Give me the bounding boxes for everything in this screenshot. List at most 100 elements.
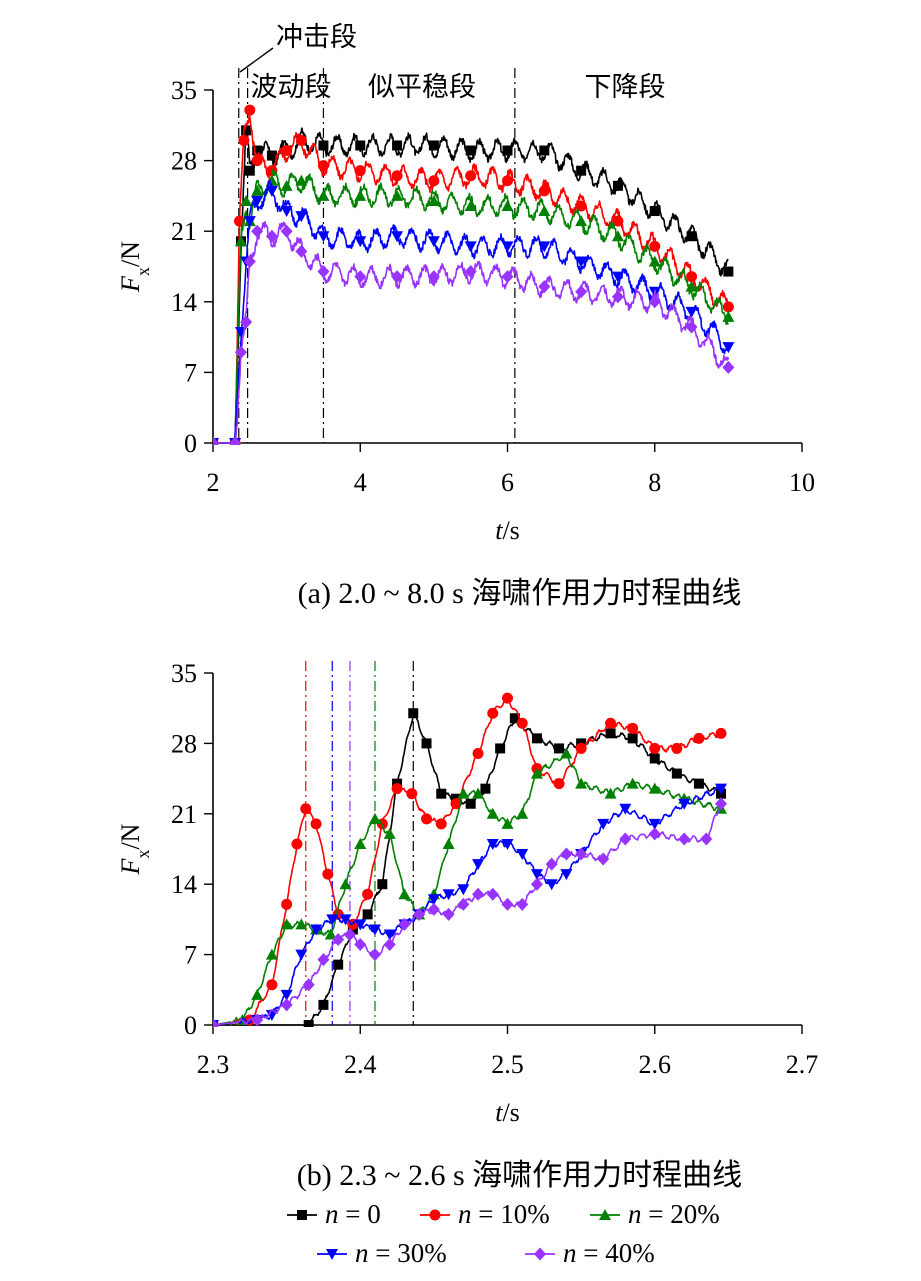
data-point-marker [575, 285, 588, 299]
legend: n = 0 n = 10% n = 20% n = 30% n = 40% [287, 1199, 720, 1268]
data-point-marker [685, 280, 698, 292]
data-point-marker [486, 807, 499, 819]
data-point-marker [368, 948, 381, 962]
legend-label: n = 10% [458, 1199, 550, 1229]
data-point-marker [436, 788, 447, 799]
data-point-marker [627, 733, 638, 744]
data-point-marker [715, 727, 727, 739]
data-point-marker [686, 271, 698, 283]
data-point-marker [648, 827, 661, 841]
data-point-marker [280, 998, 293, 1012]
data-point-marker [502, 145, 513, 156]
data-point-marker [362, 888, 374, 900]
data-point-marker [354, 189, 367, 201]
data-point-marker [251, 195, 264, 207]
data-point-marker [538, 205, 551, 217]
data-point-marker [300, 803, 312, 815]
data-point-marker [502, 175, 513, 187]
data-point-marker [530, 767, 543, 779]
data-point-marker [295, 174, 308, 186]
y-tick-label: 7 [184, 358, 197, 387]
y-axis-label: Fx/N [116, 241, 153, 293]
series-1 [213, 692, 727, 1027]
data-point-marker [465, 145, 476, 156]
data-point-marker [619, 832, 632, 846]
series-line [213, 804, 722, 1026]
chart-a: 0 7 14 21 28 35 2 4 6 8 10 t/s Fx/N (a) 2.0 ~ 8.0 s 海… [116, 22, 815, 610]
data-point-marker [280, 179, 293, 191]
data-point-marker [243, 254, 256, 268]
data-point-marker [251, 184, 264, 196]
data-point-marker [457, 884, 470, 896]
data-point-marker [457, 897, 470, 911]
data-point-marker [391, 231, 404, 243]
data-point-marker [339, 914, 352, 926]
data-point-marker [442, 889, 455, 901]
data-point-marker [317, 953, 330, 967]
data-point-marker [281, 145, 293, 157]
data-point-marker [326, 914, 339, 926]
data-point-marker [280, 224, 293, 238]
data-point-marker [421, 738, 432, 749]
y-tick-label: 21 [171, 217, 197, 246]
data-point-marker [243, 216, 256, 228]
y-tick-label: 28 [171, 147, 197, 176]
data-point-marker [693, 778, 704, 789]
data-point-marker [251, 224, 264, 238]
y-tick-label: 35 [171, 659, 197, 688]
x-axis-label: t/s [495, 516, 520, 545]
data-point-marker [722, 310, 735, 322]
data-point-marker [318, 999, 329, 1010]
x-tick-label: 2.5 [491, 1050, 524, 1079]
chart-caption: (a) 2.0 ~ 8.0 s 海啸作用力时程曲线 [298, 577, 742, 610]
data-point-marker [234, 235, 247, 247]
data-point-marker [354, 236, 367, 248]
data-point-marker [575, 847, 588, 861]
data-point-marker [391, 270, 404, 284]
data-point-marker [354, 270, 367, 284]
data-point-marker [715, 797, 728, 811]
x-tick-label: 2.7 [786, 1050, 819, 1079]
y-tick-label: 35 [171, 76, 197, 105]
data-point-marker [464, 199, 477, 211]
data-point-marker [428, 175, 440, 187]
data-point-marker [545, 857, 558, 871]
data-point-marker [576, 165, 587, 176]
data-point-marker [234, 215, 246, 227]
legend-label: n = 20% [628, 1199, 720, 1229]
y-tick-label: 14 [171, 870, 197, 899]
data-point-marker [324, 928, 337, 940]
stage-label-impact: 冲击段 [276, 22, 357, 53]
data-point-marker [428, 140, 439, 151]
data-point-marker [280, 989, 293, 1001]
data-point-marker [722, 360, 735, 374]
data-point-marker [472, 747, 484, 759]
data-point-marker [509, 713, 520, 724]
data-point-marker [597, 818, 610, 830]
stage-label-pointer [239, 47, 274, 73]
legend-label: n = 0 [325, 1199, 381, 1229]
data-point-marker [354, 919, 367, 931]
data-point-marker [686, 231, 697, 242]
data-point-marker [362, 909, 373, 920]
legend-item: n = 0 [287, 1199, 381, 1229]
data-point-marker [530, 869, 543, 881]
data-point-marker [575, 256, 588, 268]
data-point-marker [553, 778, 565, 790]
data-point-marker [435, 818, 447, 830]
data-point-marker [516, 807, 529, 819]
data-point-marker [450, 798, 462, 810]
data-point-marker [685, 306, 698, 318]
series-1 [213, 104, 734, 445]
data-point-marker [266, 979, 278, 991]
data-point-marker [280, 206, 293, 218]
data-point-marker [339, 878, 352, 890]
data-point-marker [354, 837, 367, 849]
data-point-marker [355, 140, 366, 151]
data-point-marker [442, 907, 455, 921]
data-point-marker [501, 199, 514, 211]
y-tick-label: 14 [171, 288, 197, 317]
data-point-marker [501, 897, 514, 911]
stage-label-fluctuation: 波动段 [251, 72, 332, 103]
data-point-marker [464, 241, 477, 253]
